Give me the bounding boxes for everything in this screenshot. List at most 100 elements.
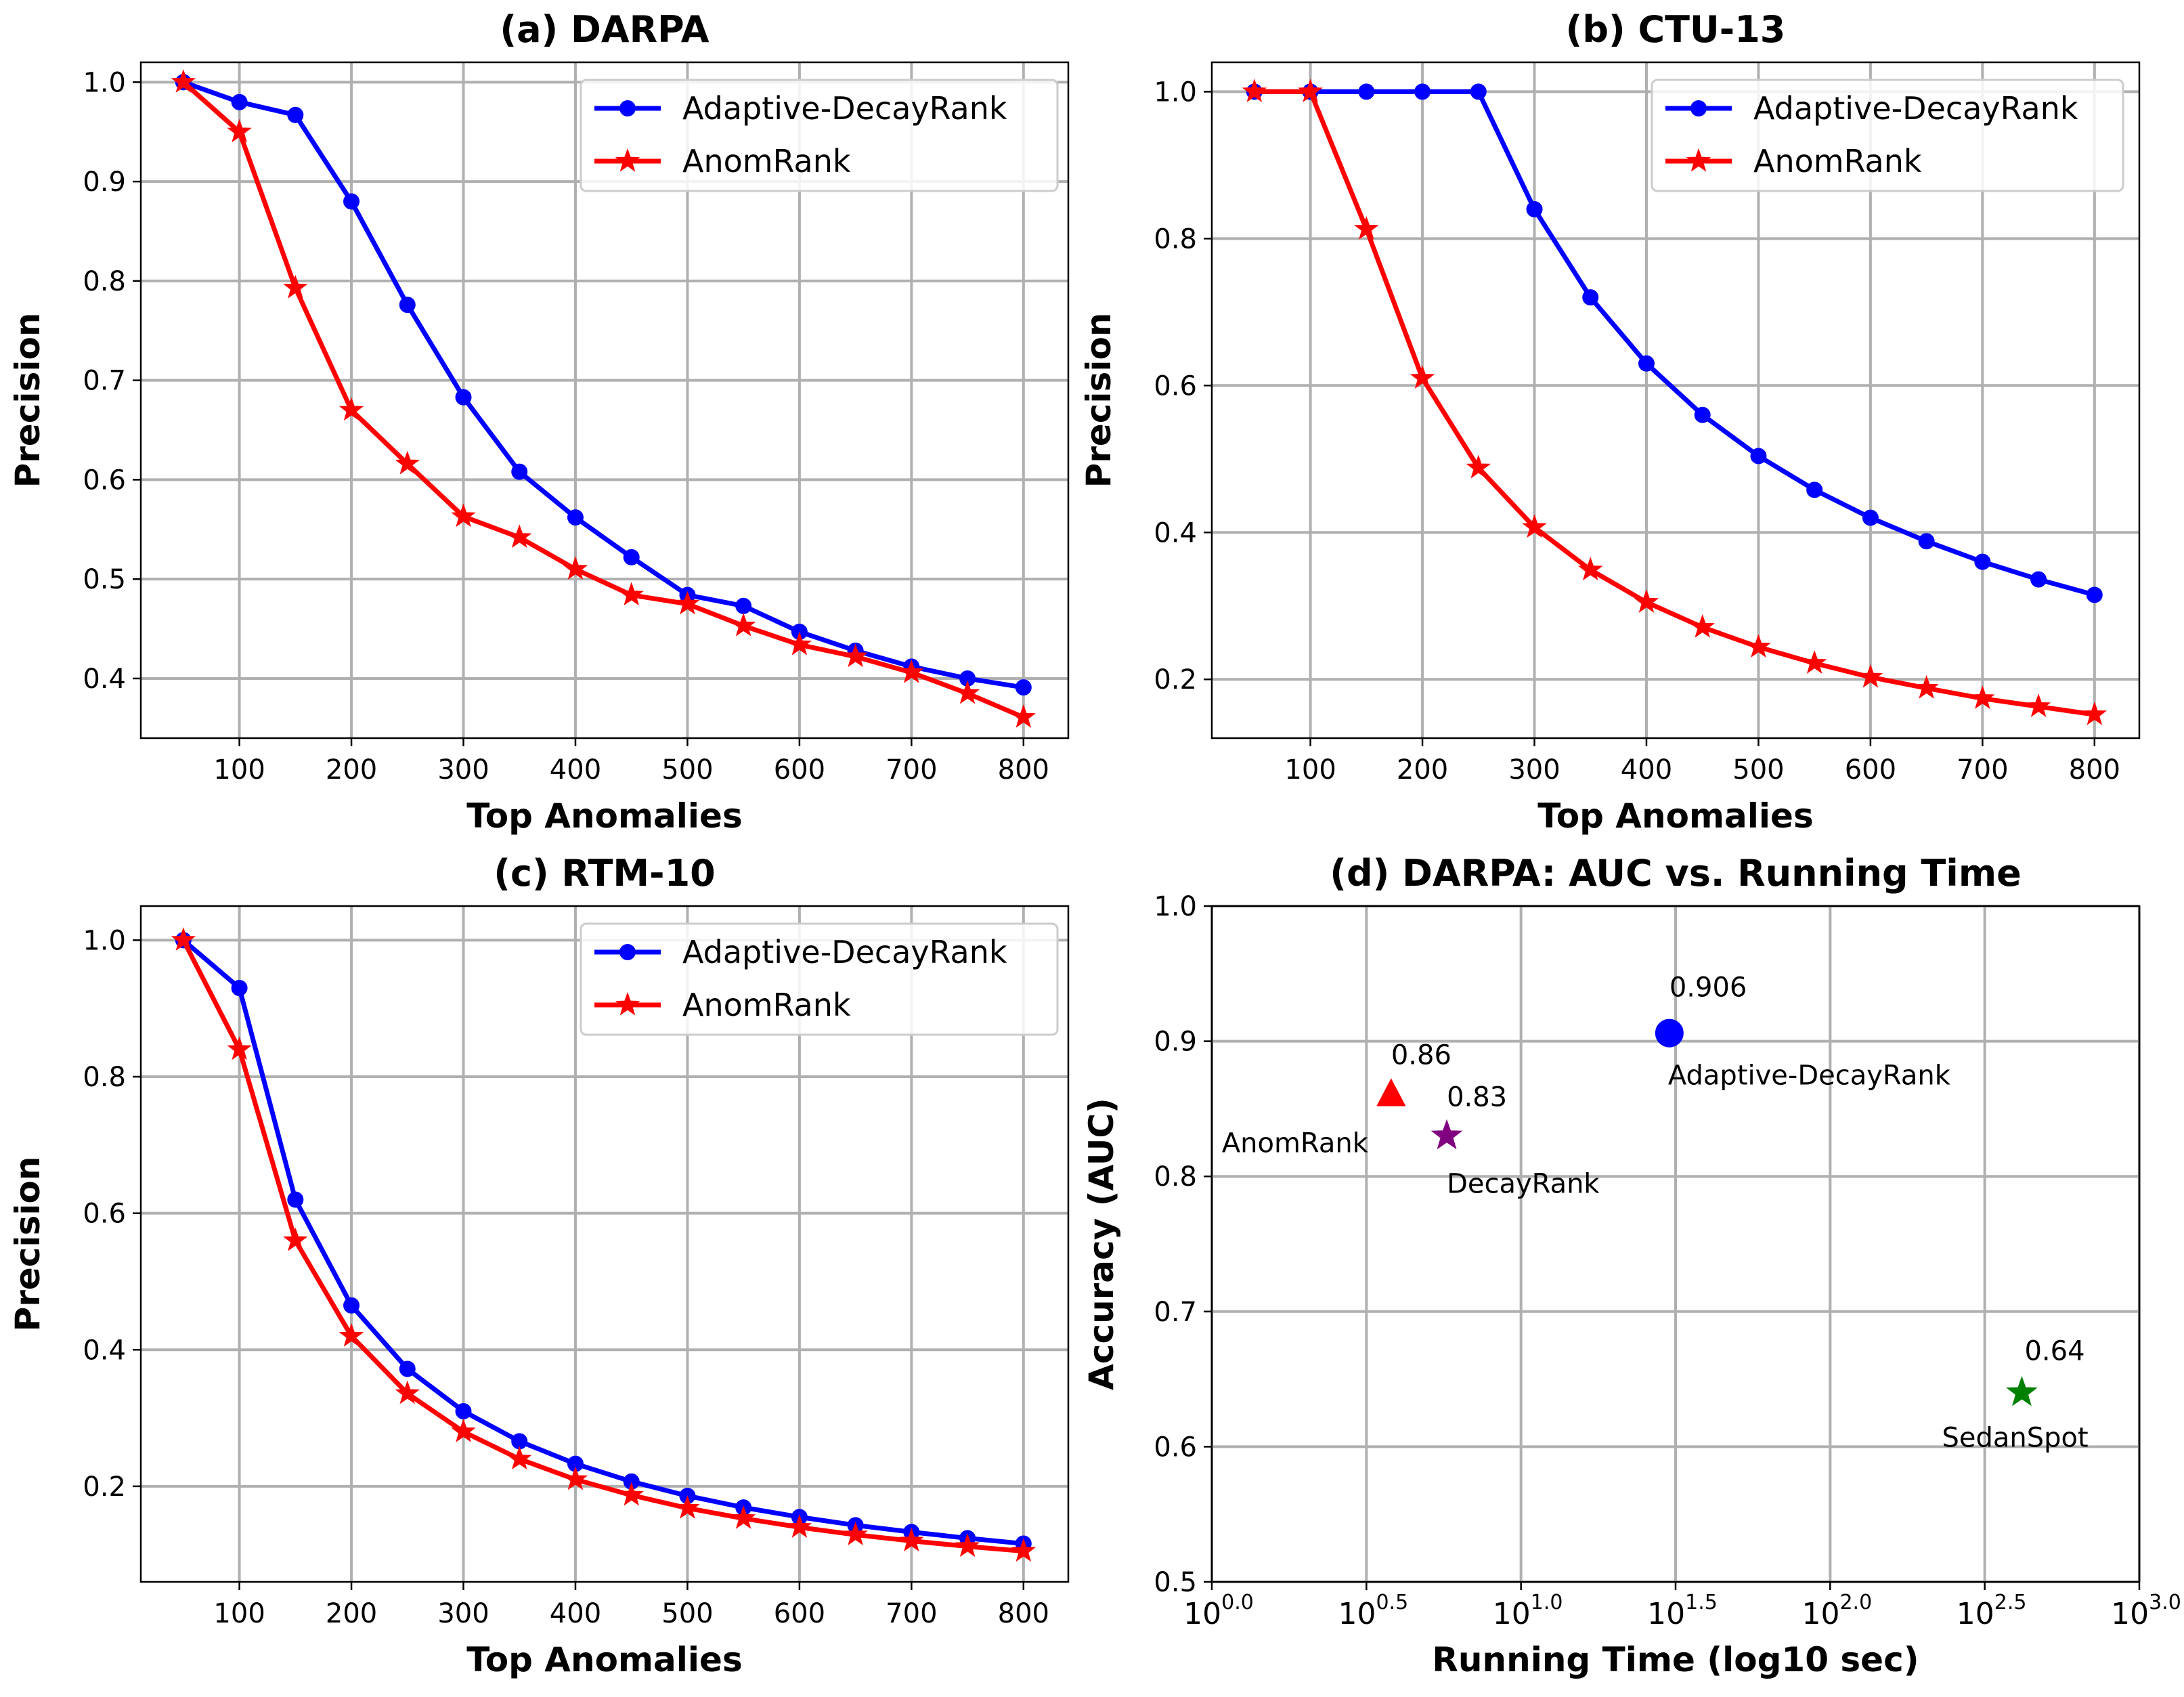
data-point bbox=[1858, 664, 1883, 688]
data-point bbox=[1298, 79, 1323, 102]
data-point bbox=[1414, 83, 1431, 100]
legend-marker bbox=[615, 991, 640, 1016]
data-point bbox=[1578, 557, 1603, 581]
legend-label: Adaptive-DecayRank bbox=[682, 90, 1007, 127]
data-point bbox=[1862, 509, 1879, 526]
data-point bbox=[1634, 589, 1659, 613]
y-tick-label: 0.2 bbox=[83, 1472, 126, 1503]
data-point bbox=[563, 556, 588, 580]
y-tick-label: 0.7 bbox=[1154, 1297, 1197, 1328]
y-tick-label: 1.0 bbox=[1154, 891, 1197, 922]
data-point bbox=[451, 1419, 476, 1442]
legend-box bbox=[1651, 79, 2124, 192]
value-label: 0.64 bbox=[2024, 1336, 2084, 1367]
point-name-label: SedanSpot bbox=[1942, 1423, 2088, 1454]
x-axis-label: Running Time (log10 sec) bbox=[1432, 1640, 1919, 1679]
x-tick-label: 400 bbox=[550, 1598, 601, 1629]
x-tick-label: 100 bbox=[213, 754, 265, 786]
y-tick-label: 0.4 bbox=[83, 664, 126, 695]
data-point bbox=[735, 597, 752, 614]
y-tick-label: 0.5 bbox=[1154, 1567, 1197, 1598]
data-point bbox=[2030, 571, 2047, 588]
data-point bbox=[1746, 634, 1771, 658]
scatter-marker bbox=[2006, 1375, 2038, 1406]
data-point bbox=[1470, 83, 1487, 100]
x-tick-label: 101.0 bbox=[1493, 1591, 1563, 1631]
data-point bbox=[619, 1482, 644, 1506]
data-point bbox=[395, 450, 420, 475]
data-point bbox=[343, 1297, 360, 1314]
y-tick-label: 0.4 bbox=[1154, 517, 1197, 549]
point-decayrank: 0.83 DecayRank bbox=[1430, 1081, 1600, 1199]
y-tick-label: 1.0 bbox=[1154, 77, 1197, 108]
y-tick-label: 0.9 bbox=[1154, 1027, 1197, 1058]
data-point bbox=[399, 297, 416, 314]
chart-panel-1: 100 200 300 400 500 600 700 800 0.4 0.5 0.6 0.7 0.8 0… bbox=[8, 8, 1070, 836]
legend-marker bbox=[1686, 148, 1711, 172]
chart-title: (b) CTU-13 bbox=[1566, 8, 1786, 51]
chart-title: (a) DARPA bbox=[500, 8, 709, 51]
data-point bbox=[730, 1505, 756, 1529]
x-tick-label: 300 bbox=[437, 1598, 489, 1629]
y-tick-label: 0.6 bbox=[83, 465, 126, 496]
scatter-marker bbox=[1655, 1018, 1684, 1048]
x-axis-label: Top Anomalies bbox=[466, 796, 742, 836]
y-tick-label: 0.8 bbox=[83, 266, 126, 297]
data-point bbox=[171, 927, 196, 951]
y-tick-label: 0.8 bbox=[83, 1062, 126, 1093]
y-axis-label: Precision bbox=[8, 313, 47, 488]
data-point bbox=[1466, 454, 1491, 479]
plot-frame bbox=[139, 905, 1070, 1583]
data-point bbox=[338, 1323, 364, 1347]
data-point bbox=[1410, 365, 1435, 389]
x-tick-label: 100 bbox=[213, 1598, 265, 1629]
data-point bbox=[567, 509, 584, 526]
y-tick-label: 0.9 bbox=[83, 167, 126, 198]
data-point bbox=[1970, 685, 1995, 709]
data-point bbox=[507, 524, 532, 549]
data-point bbox=[1582, 289, 1599, 306]
x-tick-label: 300 bbox=[437, 754, 489, 786]
data-point bbox=[231, 93, 248, 110]
data-point bbox=[955, 1533, 980, 1558]
data-point bbox=[231, 979, 248, 996]
data-point bbox=[675, 590, 700, 615]
data-point bbox=[227, 119, 252, 143]
data-point bbox=[787, 631, 812, 656]
y-axis-label: Accuracy (AUC) bbox=[1082, 1098, 1121, 1390]
legend-box bbox=[580, 922, 1059, 1036]
scatter-marker bbox=[1376, 1078, 1406, 1107]
x-tick-label: 800 bbox=[2069, 754, 2120, 786]
legend-label: Adaptive-DecayRank bbox=[682, 934, 1007, 970]
series-line bbox=[181, 938, 1024, 1547]
legend-label: AnomRank bbox=[1753, 143, 1922, 179]
data-point bbox=[1974, 553, 1991, 570]
legend-marker bbox=[1690, 100, 1707, 116]
series-line bbox=[1254, 89, 2095, 717]
value-label: 0.86 bbox=[1391, 1039, 1451, 1071]
data-point bbox=[843, 643, 868, 668]
legend: Adaptive-DecayRank AnomRank bbox=[580, 922, 1059, 1036]
value-label: 0.83 bbox=[1447, 1081, 1507, 1113]
y-tick-label: 0.5 bbox=[83, 564, 126, 595]
data-point bbox=[563, 1466, 588, 1490]
legend-label: Adaptive-DecayRank bbox=[1753, 90, 2078, 127]
data-point bbox=[1242, 79, 1267, 102]
x-tick-label: 800 bbox=[998, 754, 1049, 786]
x-tick-label: 700 bbox=[886, 1598, 937, 1629]
data-point bbox=[1015, 679, 1032, 696]
chart-title: (c) RTM-10 bbox=[494, 852, 715, 895]
series-line bbox=[182, 80, 1024, 690]
x-tick-label: 200 bbox=[326, 754, 377, 786]
x-tick-label: 600 bbox=[1845, 754, 1896, 786]
plot-frame bbox=[1210, 61, 2141, 739]
data-point bbox=[1354, 216, 1379, 240]
y-tick-label: 1.0 bbox=[83, 925, 126, 956]
data-point bbox=[395, 1380, 420, 1404]
y-tick-label: 0.7 bbox=[83, 366, 126, 397]
x-tick-label: 102.0 bbox=[1801, 1591, 1872, 1631]
data-point bbox=[1694, 406, 1711, 423]
data-point bbox=[283, 1227, 308, 1251]
data-point bbox=[511, 463, 528, 480]
